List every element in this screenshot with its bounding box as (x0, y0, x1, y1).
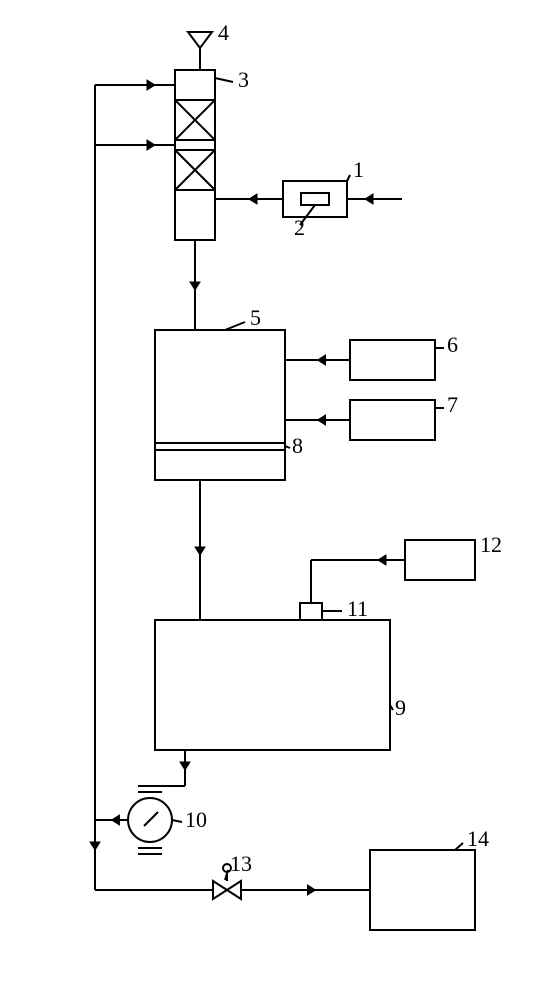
label: 11 (347, 596, 368, 621)
label: 8 (292, 433, 303, 458)
label: 7 (447, 392, 458, 417)
label: 13 (230, 851, 252, 876)
label: 5 (250, 305, 261, 330)
unit-6 (350, 340, 435, 380)
label: 12 (480, 532, 502, 557)
unit-14 (370, 850, 475, 930)
tank-5 (155, 330, 285, 480)
label: 2 (294, 215, 305, 240)
unit-2 (301, 193, 329, 205)
label: 4 (218, 20, 229, 45)
label: 3 (238, 67, 249, 92)
label: 1 (353, 157, 364, 182)
label: 14 (467, 826, 489, 851)
tank-9 (155, 620, 390, 750)
unit-12 (405, 540, 475, 580)
unit-1 (283, 181, 347, 217)
label: 10 (185, 807, 207, 832)
label: 6 (447, 332, 458, 357)
label: 9 (395, 695, 406, 720)
port-11 (300, 603, 322, 620)
unit-7 (350, 400, 435, 440)
process-diagram: 1234567891011121314 (0, 0, 536, 1000)
